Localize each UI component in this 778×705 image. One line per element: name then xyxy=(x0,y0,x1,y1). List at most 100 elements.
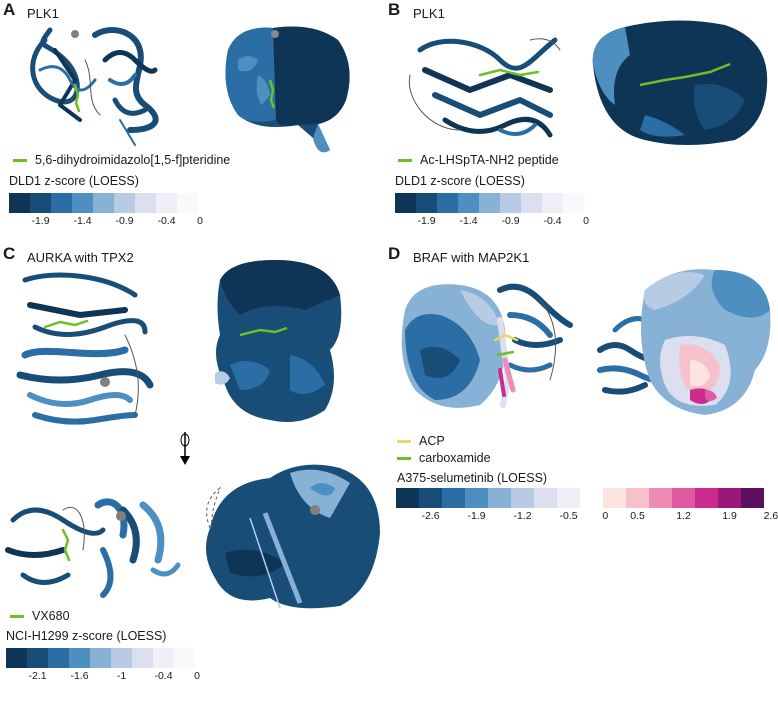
colorbar-tick-label: 0 xyxy=(197,215,204,227)
colorbar-cell xyxy=(416,193,437,213)
panel-d-ligand2-legend: carboxamide xyxy=(397,451,491,465)
colorbar-cell xyxy=(695,488,718,508)
colorbar-tick-label: -2.6 xyxy=(421,510,440,522)
panel-a-title: PLK1 xyxy=(27,6,59,21)
panel-a-scale-label: DLD1 z-score (LOESS) xyxy=(9,174,139,188)
colorbar-cell xyxy=(153,648,174,668)
colorbar-tick-label: -0.9 xyxy=(115,215,134,227)
ligand-swatch-icon xyxy=(398,158,412,162)
colorbar-cell xyxy=(6,648,27,668)
panel-c-surface-bottom xyxy=(206,464,380,609)
colorbar-tick-label: -2.1 xyxy=(28,670,47,682)
colorbar-cell xyxy=(177,193,198,213)
panel-c-cartoon-top xyxy=(16,272,154,425)
colorbar-tick-label: 0 xyxy=(583,215,590,227)
colorbar-cell xyxy=(395,193,416,213)
colorbar-cell xyxy=(521,193,542,213)
panel-a-cartoon-structure xyxy=(30,27,159,146)
colorbar-cell xyxy=(30,193,51,213)
colorbar-cell xyxy=(488,488,511,508)
panel-d-scale-label: A375-selumetinib (LOESS) xyxy=(397,471,548,485)
panel-b-title: PLK1 xyxy=(413,6,445,21)
colorbar-cell xyxy=(156,193,177,213)
colorbar-cell xyxy=(672,488,695,508)
colorbar-tick-label: -1.6 xyxy=(70,670,89,682)
panel-c-colorbar xyxy=(6,648,195,668)
panel-d-cartoon-surface-right xyxy=(597,269,771,415)
colorbar-cell xyxy=(442,488,465,508)
panel-d-cartoon-surface-left xyxy=(401,283,573,408)
ligand-swatch-icon xyxy=(397,439,411,443)
colorbar-cell xyxy=(69,648,90,668)
colorbar-tick-label: 1.9 xyxy=(722,510,737,522)
colorbar-tick-label: -0.9 xyxy=(501,215,520,227)
colorbar-tick-label: -0.4 xyxy=(543,215,562,227)
colorbar-tick-label: -1.4 xyxy=(459,215,478,227)
colorbar-cell xyxy=(718,488,741,508)
ligand-swatch-icon xyxy=(10,614,24,618)
colorbar-cell xyxy=(48,648,69,668)
colorbar-tick-label: 0.5 xyxy=(630,510,645,522)
colorbar-tick-label: -1.9 xyxy=(467,510,486,522)
colorbar-tick-label: -1.4 xyxy=(73,215,92,227)
colorbar-cell xyxy=(557,488,580,508)
panel-b-ligand-legend: Ac-LHSpTA-NH2 peptide xyxy=(398,153,559,167)
panel-a-surface-structure xyxy=(225,26,350,153)
panel-c-title: AURKA with TPX2 xyxy=(27,250,134,265)
panel-a-ligand-label: 5,6-dihydroimidazolo[1,5-f]pteridine xyxy=(35,153,231,167)
colorbar-cell xyxy=(135,193,156,213)
colorbar-tick-label: 0 xyxy=(194,670,201,682)
panel-b-colorbar xyxy=(395,193,584,213)
colorbar-cell xyxy=(458,193,479,213)
panel-d-colorbar xyxy=(396,488,764,508)
colorbar-cell xyxy=(174,648,195,668)
colorbar-cell xyxy=(580,488,603,508)
panel-c-cartoon-bottom xyxy=(5,498,181,598)
panel-c-letter: C xyxy=(3,244,16,263)
colorbar-cell xyxy=(27,648,48,668)
panel-a-ligand-legend: 5,6-dihydroimidazolo[1,5-f]pteridine xyxy=(13,153,230,167)
panel-c-ligand-label: VX680 xyxy=(32,609,70,623)
colorbar-tick-label: 0 xyxy=(602,510,609,522)
colorbar-cell xyxy=(111,648,132,668)
colorbar-cell xyxy=(649,488,672,508)
colorbar-cell xyxy=(542,193,563,213)
panel-a-colorbar xyxy=(9,193,198,213)
colorbar-cell xyxy=(396,488,419,508)
panel-b-ligand-label: Ac-LHSpTA-NH2 peptide xyxy=(420,153,559,167)
panel-d-title: BRAF with MAP2K1 xyxy=(413,250,530,265)
colorbar-cell xyxy=(500,193,521,213)
colorbar-cell xyxy=(534,488,557,508)
colorbar-tick-label: -0.5 xyxy=(559,510,578,522)
colorbar-tick-label: -1.9 xyxy=(417,215,436,227)
colorbar-cell xyxy=(511,488,534,508)
panel-b-scale-label: DLD1 z-score (LOESS) xyxy=(395,174,525,188)
colorbar-cell xyxy=(419,488,442,508)
colorbar-cell xyxy=(479,193,500,213)
colorbar-cell xyxy=(437,193,458,213)
colorbar-cell xyxy=(626,488,649,508)
panel-c-ligand-legend: VX680 xyxy=(10,609,70,623)
colorbar-cell xyxy=(72,193,93,213)
panel-c-scale-label: NCI-H1299 z-score (LOESS) xyxy=(6,629,167,643)
rotation-arrow-icon xyxy=(180,432,190,465)
colorbar-cell xyxy=(9,193,30,213)
colorbar-cell xyxy=(132,648,153,668)
colorbar-tick-label: -1.9 xyxy=(31,215,50,227)
colorbar-cell xyxy=(114,193,135,213)
panel-b-surface-structure xyxy=(592,20,768,145)
colorbar-cell xyxy=(90,648,111,668)
colorbar-tick-label: -1 xyxy=(116,670,127,682)
colorbar-cell xyxy=(51,193,72,213)
panel-d-letter: D xyxy=(388,244,401,263)
panel-d-ligand2-label: carboxamide xyxy=(419,451,491,465)
panel-c-surface-top xyxy=(215,260,342,423)
panel-d-ligand1-label: ACP xyxy=(419,434,445,448)
ligand-swatch-icon xyxy=(13,158,27,162)
ligand-swatch-icon xyxy=(397,456,411,460)
colorbar-cell xyxy=(741,488,764,508)
panel-b-letter: B xyxy=(388,0,401,19)
panel-b-cartoon-structure xyxy=(408,37,561,138)
colorbar-tick-label: -0.4 xyxy=(157,215,176,227)
colorbar-tick-label: 2.6 xyxy=(763,510,778,522)
